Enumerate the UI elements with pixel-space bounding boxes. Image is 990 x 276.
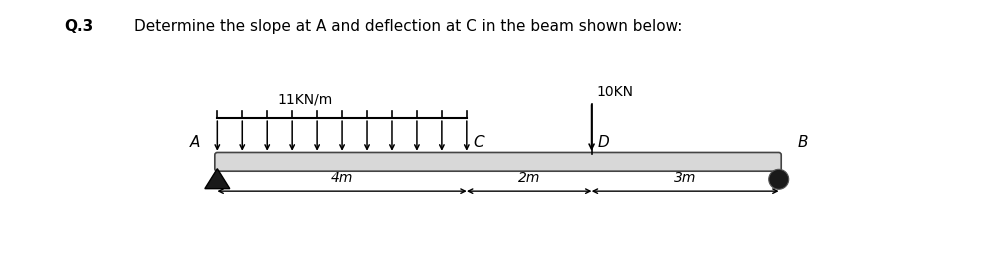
FancyBboxPatch shape [215, 152, 781, 171]
Text: A: A [189, 135, 200, 150]
Text: 2m: 2m [518, 171, 541, 185]
Text: 10KN: 10KN [597, 85, 634, 99]
Text: 11KN/m: 11KN/m [277, 92, 333, 106]
Text: 4m: 4m [331, 171, 353, 185]
Text: 3m: 3m [674, 171, 696, 185]
Text: B: B [797, 135, 808, 150]
Circle shape [769, 169, 789, 189]
Text: Q.3: Q.3 [64, 19, 94, 34]
Text: D: D [598, 135, 610, 150]
Text: Determine the slope at A and deflection at C in the beam shown below:: Determine the slope at A and deflection … [134, 19, 682, 34]
Text: C: C [473, 135, 484, 150]
Polygon shape [205, 169, 230, 189]
